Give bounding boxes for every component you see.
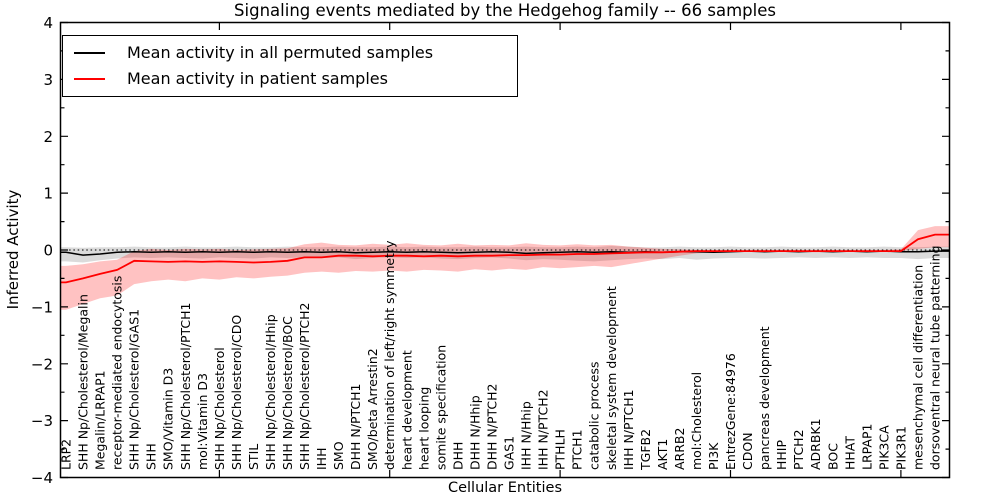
x-tick-label: PIK3CA [876,425,891,470]
x-tick-label: skeletal system development [604,286,619,470]
x-tick-label: TGFB2 [638,429,653,471]
x-tick-label: EntrezGene:84976 [723,353,738,470]
y-tick-label: −3 [31,412,53,430]
x-tick-label: receptor-mediated endocytosis [110,276,125,470]
legend-entry-patient: Mean activity in patient samples [63,68,517,88]
x-tick-label: DHH N/PTCH1 [348,384,363,470]
x-tick-label: BOC [825,443,840,470]
x-tick-label: PTCH2 [791,429,806,470]
x-tick-label: SHH Np/Cholesterol/GAS1 [127,309,142,470]
x-tick-label: SHH Np/Cholesterol/BOC [280,316,295,470]
x-tick-label: SHH Np/Cholesterol/PTCH2 [297,303,312,471]
patient-band-area [60,226,950,310]
x-tick-label: DHH N/Hhip [467,395,482,470]
x-tick-label: pancreas development [757,326,772,470]
x-tick-label: IHH N/Hhip [519,401,534,470]
x-tick-label: SMO/Vitamin D3 [161,368,176,470]
x-tick-label: SHH Np/Cholesterol/CDO [229,315,244,470]
x-tick-label: AKT1 [655,439,670,470]
legend-entry-permuted: Mean activity in all permuted samples [63,45,517,61]
x-tick-label: HHAT [842,436,857,470]
x-tick-label: SMO/beta Arrestin2 [365,348,380,470]
x-tick-label: CDON [740,432,755,470]
x-tick-label: PIK3R1 [893,426,908,470]
x-tick-label: dorsoventral neural tube patterning [928,246,943,471]
x-tick-label: SHH Np/Cholesterol/Hhip [263,314,278,470]
x-tick-label: IHH N/PTCH1 [621,389,636,470]
y-tick-label: 2 [43,128,53,146]
x-axis-label: Cellular Entities [447,480,563,496]
x-tick-label: heart looping [416,387,431,470]
Mean-activity-in-patient-samples-line [60,233,950,284]
y-tick-label: 0 [43,242,53,260]
x-tick-label: somite specification [433,345,448,470]
y-tick-label: −2 [31,355,53,373]
permuted-line-swatch [74,52,105,55]
x-tick-label: HHIP [774,440,789,470]
x-tick-label: PTCH1 [570,429,585,470]
x-tick-label: mesenchymal cell differentiation [911,265,926,470]
x-tick-label: DHH [450,442,465,470]
y-tick-label: 3 [43,71,53,89]
legend: Mean activity in all permuted samples Me… [62,35,518,97]
x-tick-label: mol:Vitamin D3 [195,373,210,470]
legend-label: Mean activity in all permuted samples [127,43,434,63]
x-tick-label: IHH N/PTCH2 [536,389,551,470]
x-tick-label: SHH Np/Cholesterol [212,347,227,470]
x-tick-label: SHH [144,443,159,470]
x-tick-label: LRP2 [59,439,74,470]
axis-ticks [60,21,950,479]
x-tick-label: Megalin/LRPAP1 [93,370,108,470]
x-tick-label: PI3K [706,442,721,470]
x-tick-label: GAS1 [502,436,517,470]
x-tick-label: PTHLH [553,429,568,470]
chart-title: Signaling events mediated by the Hedgeho… [234,1,776,20]
x-tick-label: catabolic process [587,361,602,470]
x-tick-label: SMO [331,441,346,470]
y-tick-label: −1 [31,298,53,316]
x-tick-label: IHH [314,448,329,471]
legend-label: Mean activity in patient samples [127,68,388,88]
x-tick-label: determination of left/right symmetry [382,240,397,470]
x-tick-label: DHH N/PTCH2 [485,384,500,470]
y-axis-label: Inferred Activity [4,189,22,310]
y-tick-label: 4 [43,14,53,32]
y-tick-label: −4 [31,469,53,487]
x-tick-label: heart development [399,350,414,470]
x-tick-label: ADRBK1 [808,418,823,470]
x-tick-label: SHH Np/Cholesterol/PTCH1 [178,303,193,471]
patient-line-swatch [74,77,105,80]
x-tick-label: mol:Cholesterol [689,372,704,470]
x-tick-label: ARRB2 [672,428,687,470]
x-tick-label: STIL [246,444,261,470]
y-tick-label: 1 [43,185,53,203]
x-tick-label: SHH Np/Cholesterol/Megalin [76,294,91,470]
x-tick-label: LRPAP1 [859,424,874,470]
